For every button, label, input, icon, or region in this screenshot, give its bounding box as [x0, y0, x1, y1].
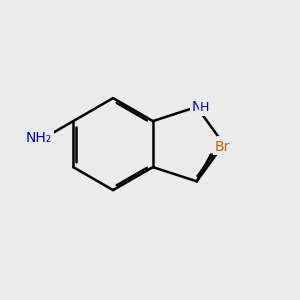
- Text: N: N: [219, 137, 229, 151]
- Text: N: N: [191, 100, 202, 114]
- Text: H: H: [200, 101, 209, 114]
- Text: NH₂: NH₂: [26, 131, 52, 145]
- Text: Br: Br: [214, 140, 230, 154]
